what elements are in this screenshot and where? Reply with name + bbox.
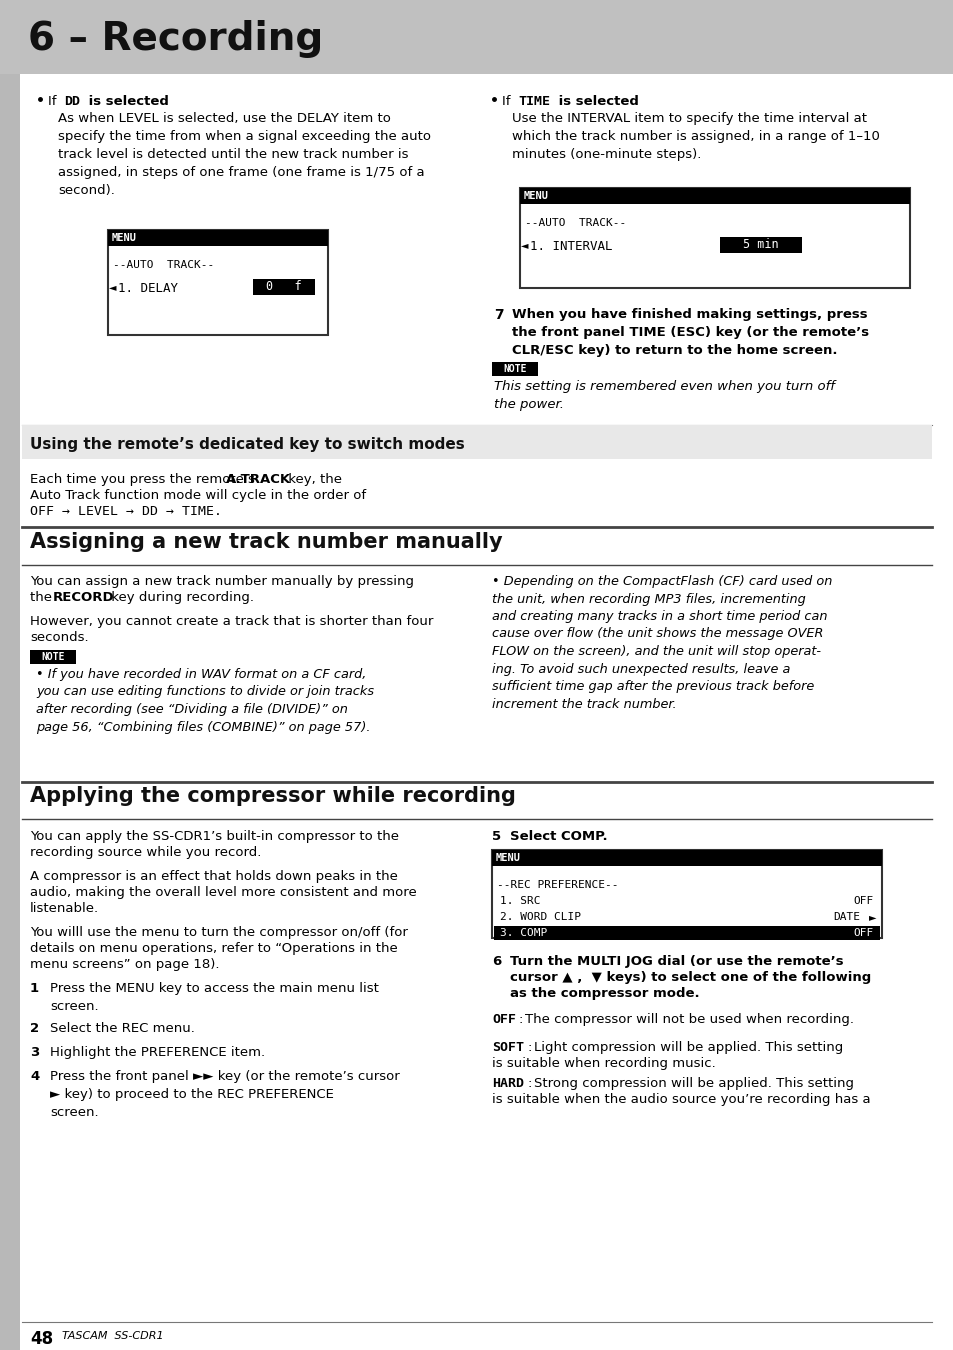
Text: OFF: OFF (853, 927, 873, 938)
Text: Auto Track function mode will cycle in the order of: Auto Track function mode will cycle in t… (30, 489, 366, 502)
Text: If: If (501, 95, 515, 108)
Text: This setting is remembered even when you turn off
the power.: This setting is remembered even when you… (494, 379, 834, 410)
Bar (0, 0, 20, 1350)
Text: A compressor is an effect that holds down peaks in the: A compressor is an effect that holds dow… (30, 869, 397, 883)
Text: 1: 1 (30, 981, 39, 995)
Text: details on menu operations, refer to “Operations in the: details on menu operations, refer to “Op… (30, 942, 397, 954)
Bar (492, 850, 882, 865)
Text: ◄: ◄ (109, 282, 116, 292)
Text: TIME: TIME (517, 95, 550, 108)
Text: audio, making the overall level more consistent and more: audio, making the overall level more con… (30, 886, 416, 899)
Text: ◄: ◄ (520, 240, 528, 250)
Text: cursor ▲ ,  ▼ keys) to select one of the following: cursor ▲ , ▼ keys) to select one of the … (510, 971, 870, 984)
Text: The compressor will not be used when recording.: The compressor will not be used when rec… (524, 1012, 853, 1026)
Text: DD: DD (64, 95, 80, 108)
Bar (22, 425, 931, 459)
Text: SOFT: SOFT (492, 1041, 523, 1054)
Text: OFF: OFF (492, 1012, 516, 1026)
Bar (519, 188, 909, 204)
Bar (30, 649, 76, 664)
Text: :: : (518, 1012, 523, 1026)
Text: Select COMP.: Select COMP. (510, 830, 607, 842)
Text: the: the (30, 591, 56, 603)
Text: Using the remote’s dedicated key to switch modes: Using the remote’s dedicated key to swit… (30, 436, 464, 451)
Text: :: : (527, 1041, 532, 1054)
Text: is selected: is selected (84, 95, 169, 108)
Bar (253, 279, 314, 296)
Text: Each time you press the remote’s: Each time you press the remote’s (30, 472, 259, 486)
Bar (720, 238, 801, 252)
Bar (519, 188, 909, 288)
Text: RECORD: RECORD (53, 591, 114, 603)
Text: Press the MENU key to access the main menu list
screen.: Press the MENU key to access the main me… (50, 981, 378, 1012)
Text: Turn the MULTI JOG dial (or use the remote’s: Turn the MULTI JOG dial (or use the remo… (510, 954, 842, 968)
Text: 6: 6 (492, 954, 500, 968)
Text: When you have finished making settings, press
the front panel TIME (ESC) key (or: When you have finished making settings, … (512, 308, 868, 356)
Text: ►: ► (867, 913, 875, 922)
Text: menu screens” on page 18).: menu screens” on page 18). (30, 958, 219, 971)
Text: 3: 3 (30, 1046, 39, 1058)
Text: 1. INTERVAL: 1. INTERVAL (530, 240, 612, 252)
Text: --AUTO  TRACK--: --AUTO TRACK-- (524, 217, 625, 228)
Text: You can apply the SS-CDR1’s built-in compressor to the: You can apply the SS-CDR1’s built-in com… (30, 830, 398, 842)
Text: 5 min: 5 min (742, 239, 778, 251)
Text: However, you cannot create a track that is shorter than four: However, you cannot create a track that … (30, 616, 433, 628)
Text: 2: 2 (30, 1022, 39, 1035)
Text: MENU: MENU (496, 853, 520, 863)
Text: is suitable when recording music.: is suitable when recording music. (492, 1057, 715, 1071)
Bar (0, 0, 953, 74)
Text: DATE: DATE (832, 913, 859, 922)
Text: as the compressor mode.: as the compressor mode. (510, 987, 699, 1000)
Text: A.TRACK: A.TRACK (226, 472, 291, 486)
Text: 2. WORD CLIP: 2. WORD CLIP (499, 913, 580, 922)
Text: Press the front panel ►► key (or the remote’s cursor
► key) to proceed to the RE: Press the front panel ►► key (or the rem… (50, 1071, 399, 1119)
Text: NOTE: NOTE (41, 652, 65, 662)
Text: OFF → LEVEL → DD → TIME.: OFF → LEVEL → DD → TIME. (30, 505, 222, 518)
Text: key during recording.: key during recording. (107, 591, 253, 603)
Text: 1. DELAY: 1. DELAY (118, 282, 178, 296)
Text: You willl use the menu to turn the compressor on/off (for: You willl use the menu to turn the compr… (30, 926, 408, 940)
Text: seconds.: seconds. (30, 630, 89, 644)
Bar (492, 850, 882, 938)
Bar (108, 230, 328, 335)
Text: Select the REC menu.: Select the REC menu. (50, 1022, 194, 1035)
Text: :: : (527, 1077, 532, 1089)
Text: listenable.: listenable. (30, 902, 99, 915)
Bar (108, 230, 328, 246)
Text: 48: 48 (30, 1330, 53, 1349)
Text: --REC PREFERENCE--: --REC PREFERENCE-- (497, 880, 618, 890)
Text: 4: 4 (30, 1071, 39, 1083)
Text: Assigning a new track number manually: Assigning a new track number manually (30, 532, 502, 552)
Text: 5: 5 (492, 830, 500, 842)
Text: Applying the compressor while recording: Applying the compressor while recording (30, 786, 516, 806)
Text: • Depending on the CompactFlash (CF) card used on
the unit, when recording MP3 f: • Depending on the CompactFlash (CF) car… (492, 575, 832, 710)
Text: MENU: MENU (523, 190, 548, 201)
Text: OFF: OFF (853, 896, 873, 906)
Text: If: If (48, 95, 61, 108)
Text: Use the INTERVAL item to specify the time interval at
which the track number is : Use the INTERVAL item to specify the tim… (512, 112, 879, 161)
Text: is selected: is selected (554, 95, 639, 108)
Text: 7: 7 (494, 308, 503, 323)
Text: Light compression will be applied. This setting: Light compression will be applied. This … (534, 1041, 842, 1054)
Text: recording source while you record.: recording source while you record. (30, 846, 261, 859)
Text: MENU: MENU (112, 234, 137, 243)
Text: Highlight the PREFERENCE item.: Highlight the PREFERENCE item. (50, 1046, 265, 1058)
Text: TASCAM  SS-CDR1: TASCAM SS-CDR1 (62, 1331, 164, 1341)
Bar (492, 362, 537, 377)
Text: 3. COMP: 3. COMP (499, 927, 547, 938)
Text: As when LEVEL is selected, use the DELAY item to
specify the time from when a si: As when LEVEL is selected, use the DELAY… (58, 112, 431, 197)
Text: You can assign a new track number manually by pressing: You can assign a new track number manual… (30, 575, 414, 589)
Bar (494, 926, 879, 940)
Text: is suitable when the audio source you’re recording has a: is suitable when the audio source you’re… (492, 1094, 870, 1106)
Text: Strong compression will be applied. This setting: Strong compression will be applied. This… (534, 1077, 853, 1089)
Text: HARD: HARD (492, 1077, 523, 1089)
Text: --AUTO  TRACK--: --AUTO TRACK-- (112, 261, 214, 270)
Text: 0   f: 0 f (266, 281, 301, 293)
Text: 1. SRC: 1. SRC (499, 896, 540, 906)
Text: 6 – Recording: 6 – Recording (28, 20, 323, 58)
Text: NOTE: NOTE (503, 364, 526, 374)
Text: • If you have recorded in WAV format on a CF card,
you can use editing functions: • If you have recorded in WAV format on … (36, 668, 374, 733)
Text: key, the: key, the (284, 472, 341, 486)
